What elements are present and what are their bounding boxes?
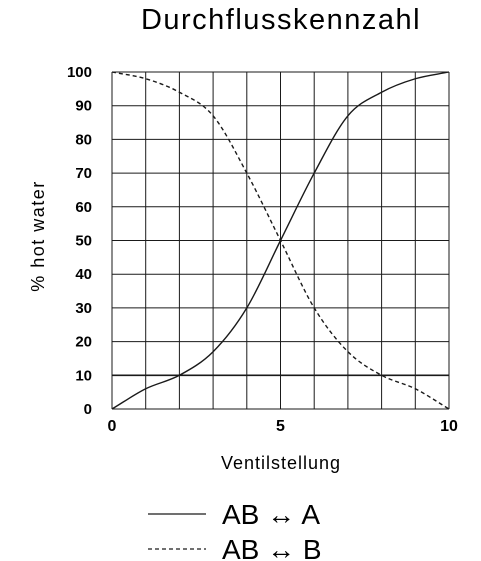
y-tick-label: 20 — [75, 334, 92, 351]
x-axis-ticks: 0 5 10 — [108, 418, 458, 435]
y-tick-label: 0 — [84, 401, 92, 418]
y-tick-label: 60 — [75, 199, 92, 216]
x-tick-label: 5 — [276, 418, 285, 435]
x-tick-label: 0 — [108, 418, 117, 435]
legend-label-ab-a: AB ↔ A — [222, 499, 320, 530]
y-tick-label: 10 — [75, 367, 92, 384]
y-tick-label: 90 — [75, 98, 92, 115]
grid — [111, 71, 450, 410]
x-axis-label: Ventilstellung — [221, 453, 341, 473]
legend: AB ↔ A AB ↔ B — [148, 499, 322, 561]
y-tick-label: 50 — [75, 233, 92, 250]
y-tick-label: 30 — [75, 300, 92, 317]
legend-label-ab-b: AB ↔ B — [222, 534, 322, 561]
series-lines — [111, 71, 450, 410]
y-tick-label: 40 — [75, 266, 92, 283]
series-line-ab-b — [111, 71, 450, 410]
y-tick-label: 100 — [67, 64, 92, 81]
y-tick-label: 70 — [75, 165, 92, 182]
y-tick-label: 80 — [75, 131, 92, 148]
chart-title: Durchflusskennzahl — [141, 4, 421, 36]
y-axis-ticks: 0 10 20 30 40 50 60 70 80 90 100 — [67, 64, 92, 418]
y-axis-label: % hot water — [28, 180, 48, 292]
x-tick-label: 10 — [440, 418, 458, 435]
